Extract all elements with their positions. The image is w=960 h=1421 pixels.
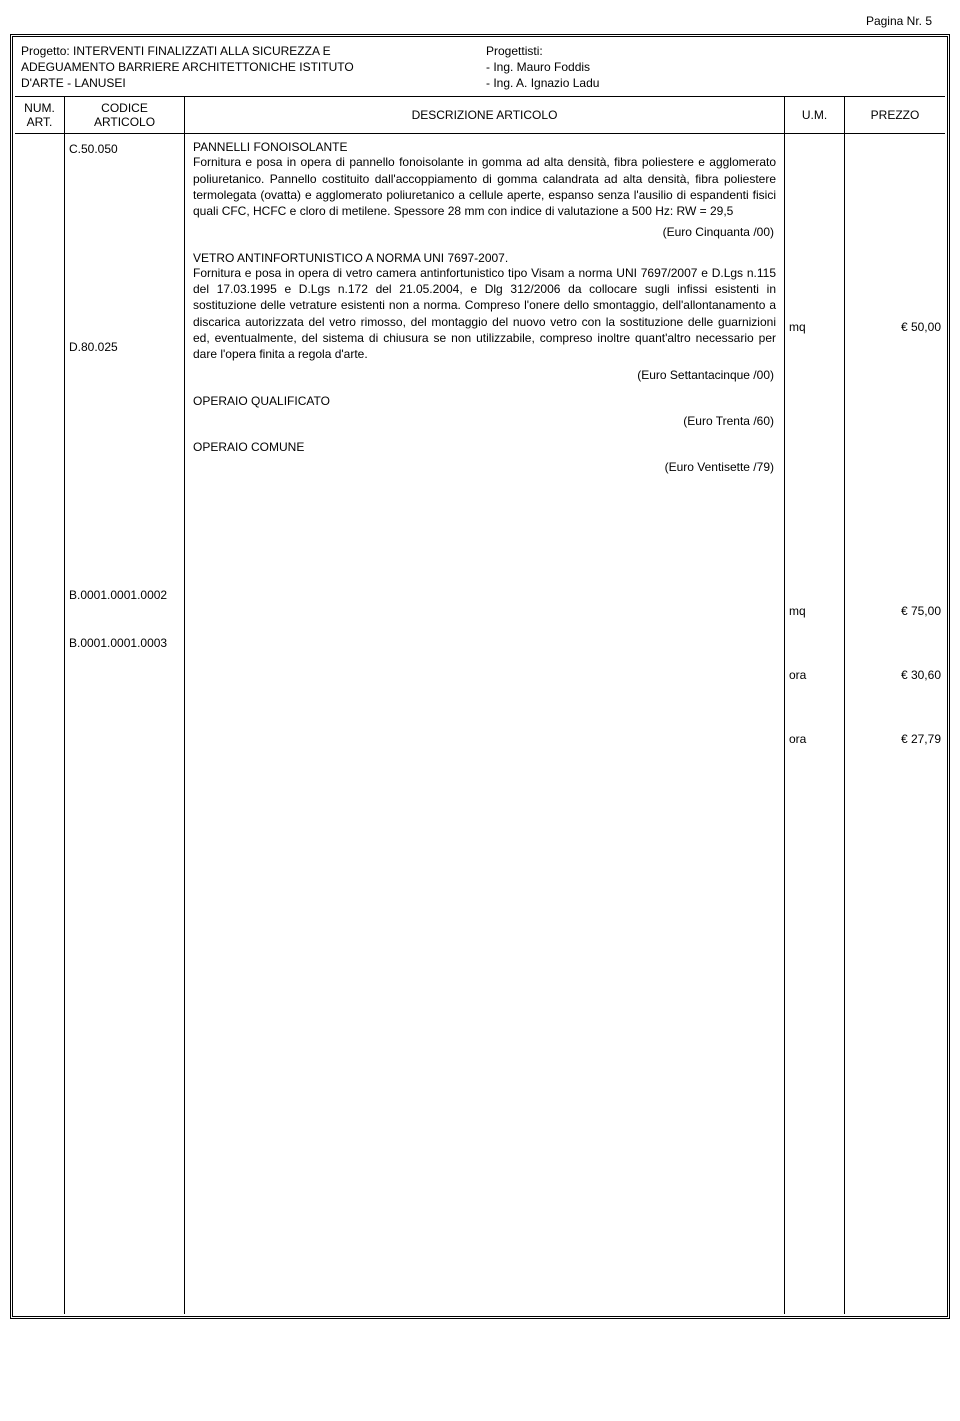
code-2: D.80.025 [69,338,180,586]
document-frame: Progetto: INTERVENTI FINALIZZATI ALLA SI… [10,34,950,1319]
title-2: VETRO ANTINFORTUNISTICO A NORMA UNI 7697… [193,251,776,265]
body-col-code: C.50.050 D.80.025 B.0001.0001.0002 B.000… [65,134,185,1314]
desc-block-1: PANNELLI FONOISOLANTE Fornitura e posa i… [193,140,776,249]
code-3: B.0001.0001.0002 [69,586,180,634]
title-3: OPERAIO QUALIFICATO [193,394,776,408]
euro-3: (Euro Trenta /60) [193,408,776,438]
price-1: € 50,00 [849,318,941,334]
col-num-2: ART. [17,115,62,129]
header-designers: Progettisti: - Ing. Mauro Foddis - Ing. … [480,39,945,96]
col-header-price: PREZZO [845,97,945,134]
designer-2: - Ing. A. Ignazio Ladu [486,75,939,91]
title-1: PANNELLI FONOISOLANTE [193,140,776,154]
col-header-desc: DESCRIZIONE ARTICOLO [185,97,785,134]
designer-1: - Ing. Mauro Foddis [486,59,939,75]
desc-1: Fornitura e posa in opera di pannello fo… [193,154,776,219]
um-2: mq [789,602,840,618]
col-header-code: CODICE ARTICOLO [65,97,185,134]
euro-1: (Euro Cinquanta /00) [193,219,776,249]
col-code-2: ARTICOLO [67,115,182,129]
um-3: ora [789,666,840,682]
code-4: B.0001.0001.0003 [69,634,180,652]
column-headers: NUM. ART. CODICE ARTICOLO DESCRIZIONE AR… [15,97,945,135]
body-col-num [15,134,65,1314]
desc-block-3: OPERAIO QUALIFICATO (Euro Trenta /60) [193,394,776,438]
um-1: mq [789,318,840,334]
col-um-label: U.M. [787,101,842,122]
euro-2: (Euro Settantacinque /00) [193,362,776,392]
col-desc-label: DESCRIZIONE ARTICOLO [187,101,782,122]
header-project: Progetto: INTERVENTI FINALIZZATI ALLA SI… [15,39,480,96]
price-4: € 27,79 [849,730,941,746]
designers-label: Progettisti: [486,43,939,59]
col-num-1: NUM. [17,101,62,115]
table-body: C.50.050 D.80.025 B.0001.0001.0002 B.000… [15,134,945,1314]
code-1: C.50.050 [69,140,180,338]
desc-block-2: VETRO ANTINFORTUNISTICO A NORMA UNI 7697… [193,251,776,392]
body-col-price: € 50,00 € 75,00 € 30,60 € 27,79 [845,134,945,1314]
page-number: Pagina Nr. 5 [10,10,950,34]
col-price-label: PREZZO [847,101,943,122]
price-3: € 30,60 [849,666,941,682]
euro-4: (Euro Ventisette /79) [193,454,776,484]
col-header-num: NUM. ART. [15,97,65,134]
project-line-2: ADEGUAMENTO BARRIERE ARCHITETTONICHE IST… [21,59,474,75]
project-line-1: Progetto: INTERVENTI FINALIZZATI ALLA SI… [21,43,474,59]
body-col-desc: PANNELLI FONOISOLANTE Fornitura e posa i… [185,134,785,1314]
price-2: € 75,00 [849,602,941,618]
header: Progetto: INTERVENTI FINALIZZATI ALLA SI… [15,39,945,97]
project-line-3: D'ARTE - LANUSEI [21,75,474,91]
col-header-um: U.M. [785,97,845,134]
desc-2: Fornitura e posa in opera di vetro camer… [193,265,776,362]
desc-block-4: OPERAIO COMUNE (Euro Ventisette /79) [193,440,776,484]
um-4: ora [789,730,840,746]
title-4: OPERAIO COMUNE [193,440,776,454]
body-col-um: mq mq ora ora [785,134,845,1314]
col-code-1: CODICE [67,101,182,115]
